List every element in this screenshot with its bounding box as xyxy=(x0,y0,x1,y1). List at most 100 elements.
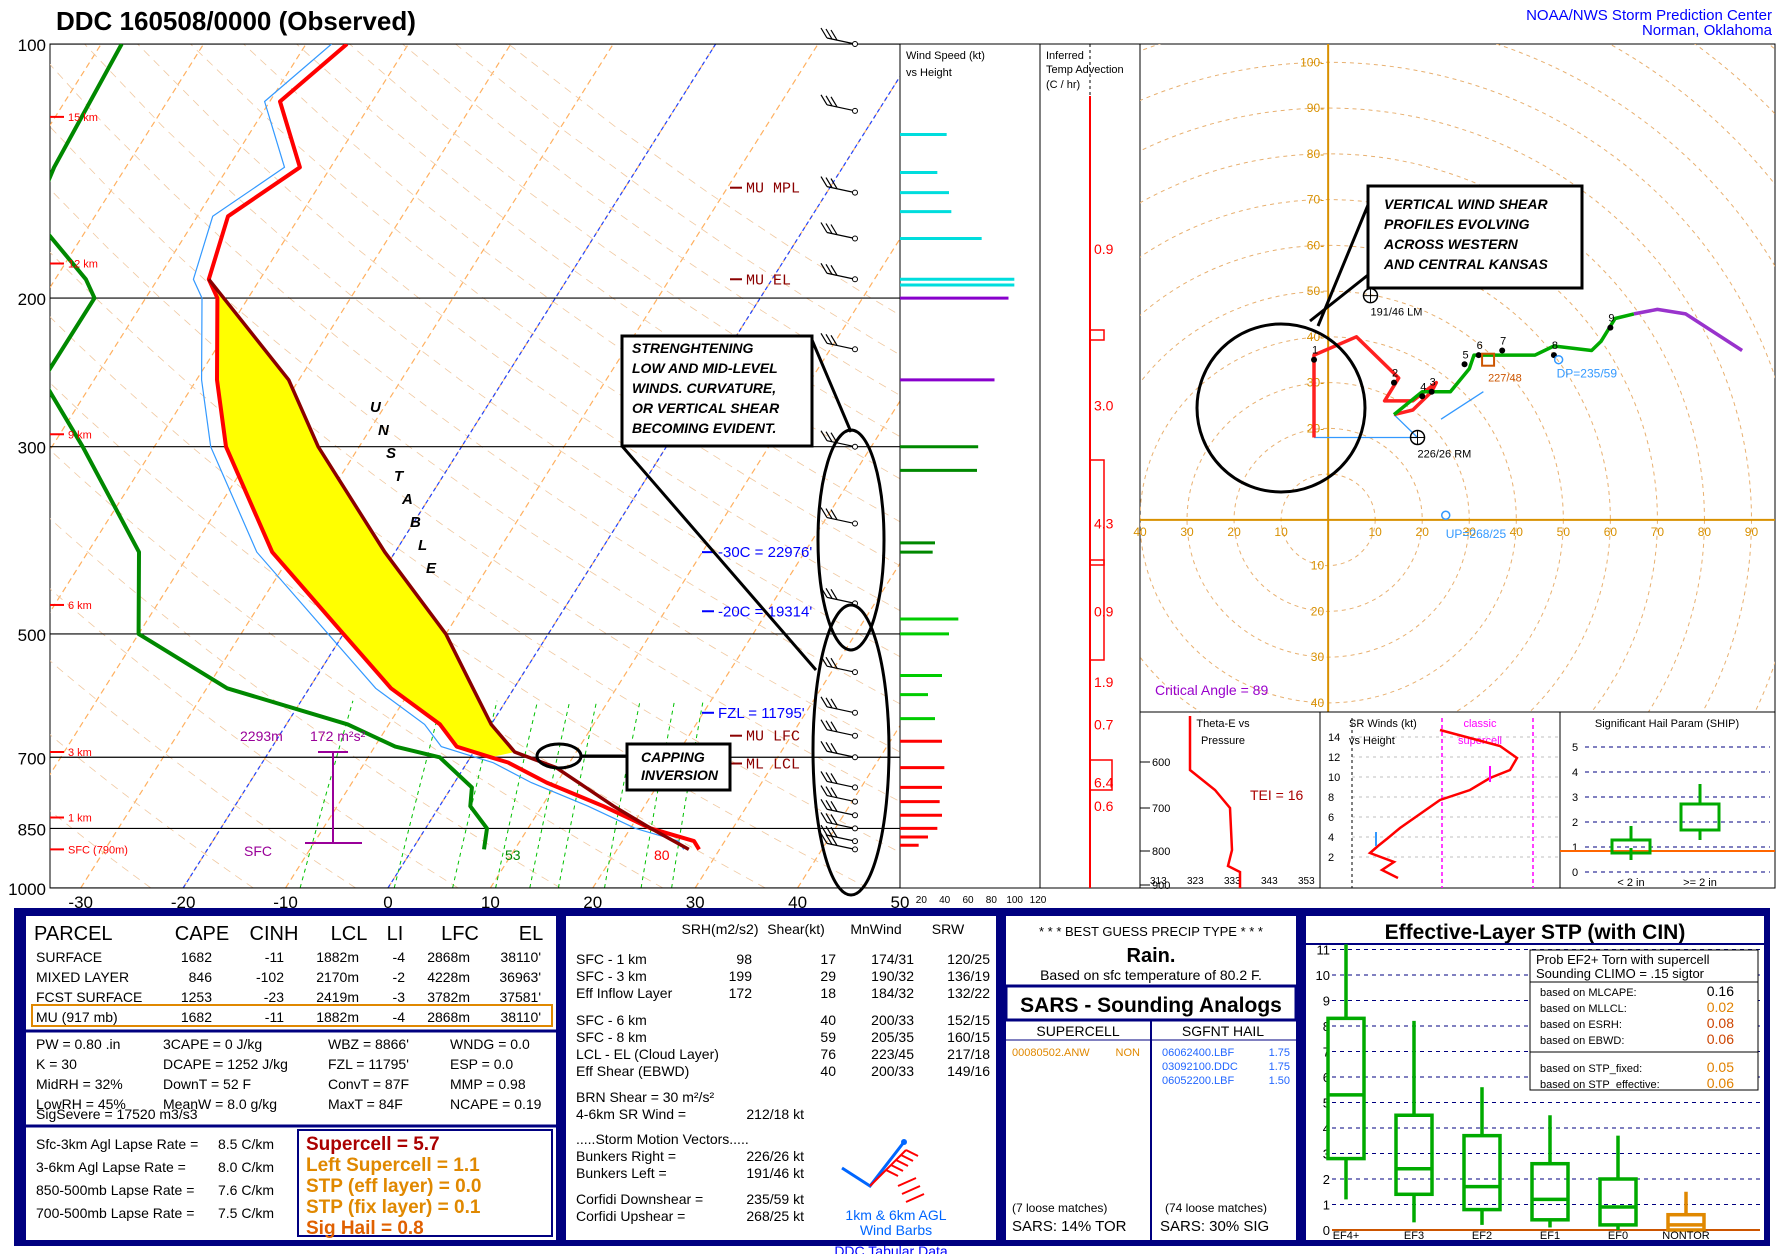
wind-speed-tick: 60 xyxy=(962,895,974,906)
isotherm xyxy=(182,44,717,888)
pressure-tick-label: 850 xyxy=(18,820,46,839)
parcel-cell: 38110' xyxy=(500,949,541,965)
sars-hail-id: 03092100.DDC xyxy=(1162,1061,1238,1073)
hodo-y-tick: 70- xyxy=(1307,193,1324,207)
surface-temp-label: 80 xyxy=(654,847,670,863)
thermo-param: 3CAPE = 0 J/kg xyxy=(163,1036,262,1052)
stp-y-tick: 2 xyxy=(1323,1172,1330,1187)
tadv-bar xyxy=(1089,759,1113,791)
dry-adiabat xyxy=(50,63,900,705)
strengthening-text: WINDS. CURVATURE, xyxy=(632,380,776,396)
wind-barb-station xyxy=(852,276,858,283)
parcel-header: LFC xyxy=(441,923,479,945)
kine-cell: 152/15 xyxy=(947,1012,990,1028)
tadv-title: Inferred xyxy=(1046,50,1084,62)
stp-box xyxy=(1326,1016,1366,1161)
kine-header: MnWind xyxy=(850,921,901,937)
lapse-value: 8.0 C/km xyxy=(218,1159,274,1175)
wind-barb-flag xyxy=(820,719,828,731)
sr-y-tick: 6 xyxy=(1328,812,1334,824)
wind-barb-station xyxy=(852,235,858,242)
storm-vector-barb xyxy=(895,1159,909,1167)
sars-col-supercell: SUPERCELL xyxy=(1036,1023,1119,1039)
isotherm xyxy=(285,44,819,888)
tei-label: TEI = 16 xyxy=(1250,787,1304,803)
stp-y-tick: 11 xyxy=(1317,943,1331,958)
kine-cell: 98 xyxy=(736,951,752,967)
kine-cell: 217/18 xyxy=(947,1046,990,1062)
temp-advection-panel: Inferred Temp Advection (C / hr) 0.9 3.0 4… xyxy=(1039,43,1141,889)
parcel-cell: -4 xyxy=(393,1009,406,1025)
kine-cell: 76 xyxy=(820,1046,836,1062)
ship-y-tick: 2 xyxy=(1572,817,1578,829)
wind-barb-station xyxy=(852,798,858,805)
kine-header: SRH(m2/s2) xyxy=(681,921,758,937)
wind-barb-flag xyxy=(825,799,833,811)
unstable-letter: U xyxy=(370,399,382,416)
mixing-ratio-line xyxy=(557,700,598,888)
parcel-trace xyxy=(207,278,690,851)
theta-e-x-tick: 323 xyxy=(1187,876,1204,887)
brn-shear: BRN Shear = 30 m²/s² xyxy=(576,1089,714,1105)
lapse-label: Sfc-3km Agl Lapse Rate = xyxy=(36,1136,198,1152)
kine-cell: 199 xyxy=(729,968,753,984)
stp-prob-subtitle: Sounding CLIMO = .15 sigtor xyxy=(1536,966,1705,981)
stp-prob-value: 0.05 xyxy=(1707,1059,1734,1075)
thermo-param: DCAPE = 1252 J/kg xyxy=(163,1056,288,1072)
thermo-param: ConvT = 87F xyxy=(328,1076,409,1092)
parcel-cell: 1253 xyxy=(181,989,212,1005)
wind-barb-flag xyxy=(825,508,833,519)
hodo-km-label: 8 xyxy=(1552,340,1558,352)
wind-barb-flag xyxy=(825,431,833,442)
hodo-y-tick: 20 xyxy=(1311,604,1325,618)
stp-prob-label: based on ESRH: xyxy=(1540,1019,1622,1031)
hodo-km-label: 6 xyxy=(1477,340,1483,352)
strengthening-text: BECOMING EVIDENT. xyxy=(632,420,776,436)
precip-sars-panel: * * * BEST GUESS PRECIP TYPE * * * Rain.… xyxy=(1004,916,1298,1240)
composite-param: Supercell = 5.7 xyxy=(306,1134,440,1155)
stp-prob-title: Prob EF2+ Torn with supercell xyxy=(1536,952,1710,967)
storm-vector-red xyxy=(869,1149,907,1187)
sr-wind-trace xyxy=(1367,728,1519,880)
wind-barb-flag xyxy=(825,834,833,845)
wind-barb-flag xyxy=(830,264,838,276)
thermo-param: MeanW = 8.0 g/kg xyxy=(163,1096,277,1112)
parcel-cell: 38110' xyxy=(500,1009,541,1025)
wind-barb-flag xyxy=(820,332,828,344)
temp-tick-label: -20 xyxy=(171,893,196,912)
lapse-label: 700-500mb Lapse Rate = xyxy=(36,1205,194,1221)
wind-barb-station xyxy=(852,754,858,761)
parcel-cell: 2419m xyxy=(316,989,359,1005)
tadv-units: (C / hr) xyxy=(1046,79,1080,91)
kine-cell: 17 xyxy=(820,951,836,967)
stp-prob-label: based on EBWD: xyxy=(1540,1035,1624,1047)
wind-barb-flag xyxy=(820,740,828,752)
tabular-data-link[interactable]: DDC Tabular Data xyxy=(834,1243,948,1254)
critical-angle: Critical Angle = 89 xyxy=(1155,682,1268,698)
hodo-annotation-connector xyxy=(1309,273,1369,323)
stp-y-tick: 9 xyxy=(1323,994,1330,1009)
stp-prob-label: based on MLCAPE: xyxy=(1540,987,1637,999)
wind-barb-station xyxy=(852,732,858,739)
stp-category: EF4+ xyxy=(1333,1230,1360,1242)
tadv-label: 6.4 xyxy=(1094,775,1114,791)
theta-e-y-tick: 700 xyxy=(1152,803,1170,815)
kine-cell: 40 xyxy=(820,1012,836,1028)
srh-value: 172 m²s² xyxy=(310,728,366,744)
isotherm-level-label: -30C = 22976' xyxy=(718,544,812,561)
stp-box xyxy=(1394,1113,1434,1197)
wind-barb-station xyxy=(852,520,858,527)
thermo-param: MMP = 0.98 xyxy=(450,1076,526,1092)
tadv-bar xyxy=(1089,559,1105,661)
height-tick-label: 3 km xyxy=(68,747,92,759)
wind-barb-flag xyxy=(830,96,838,108)
wind-barb-flag xyxy=(820,833,828,844)
ship-y-tick: 0 xyxy=(1572,867,1578,879)
corfidi-value: 268/25 kt xyxy=(746,1208,804,1224)
storm-vector-barb xyxy=(885,1169,899,1177)
precip-header: * * * BEST GUESS PRECIP TYPE * * * xyxy=(1039,924,1263,939)
stp-box xyxy=(1666,1212,1706,1232)
wind-barb-flag xyxy=(820,771,828,782)
